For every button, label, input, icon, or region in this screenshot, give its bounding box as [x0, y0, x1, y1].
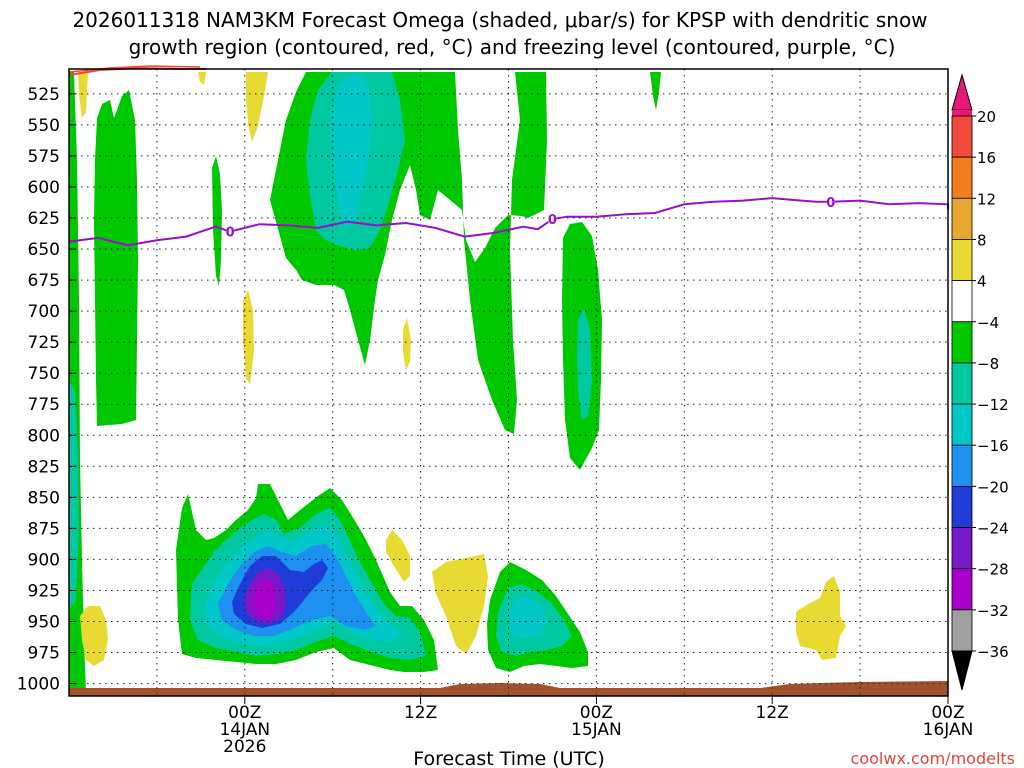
colorbar-label: 4	[977, 273, 987, 291]
omega-region-downward-weak	[650, 72, 661, 110]
colorbar-bin	[951, 609, 973, 652]
y-axis: 525 550 575 600 625 650 675 700 725 750 775 800 825 8…	[17, 85, 76, 695]
x-tick-label: 00Z	[931, 703, 964, 723]
colorbar-bin-top	[951, 73, 973, 111]
y-tick-label: 1000	[17, 675, 60, 695]
colorbar-label: −8	[977, 355, 999, 373]
colorbar-bin-bottom	[951, 650, 973, 691]
omega-region-upward-weak	[78, 72, 88, 118]
colorbar-label: −24	[977, 520, 1009, 538]
y-tick-label: 775	[28, 395, 60, 415]
y-tick-label: 575	[28, 147, 60, 167]
colorbar-label: −12	[977, 396, 1009, 414]
y-tick-label: 675	[28, 271, 60, 291]
colorbar: 20 16 12 8 4 −4 −8 −12 −16 −20 −24 −28 −32 −36	[951, 73, 1009, 691]
x-tick-label: 12Z	[756, 703, 789, 723]
y-tick-label: 975	[28, 644, 60, 664]
x-tick-label: 14JAN	[219, 720, 270, 740]
x-tick-label: 00Z	[580, 703, 613, 723]
omega-region-upward-weak	[403, 318, 411, 370]
y-tick-label: 550	[28, 116, 60, 136]
freezing-level-labels: 0 0 0	[226, 193, 835, 241]
colorbar-bin	[951, 362, 973, 405]
colorbar-bin	[951, 239, 973, 282]
y-tick-label: 700	[28, 302, 60, 322]
colorbar-label: 16	[977, 149, 996, 167]
colorbar-label: 12	[977, 190, 996, 208]
colorbar-bin	[951, 485, 973, 528]
dgz-contour	[68, 65, 201, 73]
chart-title-line1: 2026011318 NAM3KM Forecast Omega (shaded…	[72, 8, 927, 32]
x-tick-label: 12Z	[404, 703, 437, 723]
y-tick-label: 750	[28, 364, 60, 384]
omega-region-downward-weak	[94, 90, 138, 426]
y-tick-label: 800	[28, 426, 60, 446]
y-tick-label: 725	[28, 333, 60, 353]
x-tick-label: 16JAN	[923, 720, 974, 740]
colorbar-bin	[951, 403, 973, 446]
y-tick-label: 650	[28, 240, 60, 260]
y-tick-label: 525	[28, 85, 60, 105]
colorbar-label: −28	[977, 561, 1009, 579]
colorbar-bin	[951, 568, 973, 611]
y-tick-label: 900	[28, 550, 60, 570]
omega-region-downward-peak	[252, 578, 276, 618]
colorbar-bin	[951, 197, 973, 240]
y-tick-label: 950	[28, 613, 60, 633]
colorbar-label: −32	[977, 602, 1009, 620]
omega-region-downward-weak	[212, 156, 222, 286]
plot-area: 0 0 0	[68, 65, 949, 697]
credit-text: coolwx.com/modelts	[851, 749, 1015, 768]
y-tick-label: 875	[28, 519, 60, 539]
omega-region-downward-moderate	[577, 308, 592, 420]
omega-region-upward-weak	[796, 576, 846, 660]
colorbar-bin	[951, 321, 973, 364]
omega-region-upward-weak	[246, 72, 268, 142]
colorbar-label: 8	[977, 231, 987, 249]
omega-region-upward-weak	[386, 530, 410, 582]
colorbar-label: 20	[977, 108, 996, 126]
colorbar-label: −36	[977, 643, 1009, 661]
omega-region-upward-weak	[243, 290, 254, 385]
x-axis-title: Forecast Time (UTC)	[413, 748, 604, 768]
y-tick-label: 625	[28, 209, 60, 229]
y-tick-label: 825	[28, 457, 60, 477]
colorbar-bin	[951, 280, 973, 323]
colorbar-label: −4	[977, 314, 999, 332]
omega-region-upward-weak	[198, 72, 206, 85]
y-tick-label: 600	[28, 178, 60, 198]
omega-region-downward-strong	[508, 598, 548, 638]
colorbar-bin	[951, 527, 973, 570]
x-tick-label: 2026	[223, 737, 266, 757]
freezing-level-label: 0	[226, 226, 235, 241]
colorbar-label: −20	[977, 478, 1009, 496]
omega-region-upward-weak	[80, 606, 108, 666]
colorbar-bin	[952, 110, 972, 116]
freezing-label-bg	[226, 223, 235, 238]
omega-region-downward-moderate	[69, 380, 79, 610]
y-tick-label: 850	[28, 488, 60, 508]
colorbar-bin	[951, 115, 973, 158]
chart-title-line2: growth region (contoured, red, °C) and f…	[129, 35, 896, 59]
freezing-level-label: 0	[826, 196, 835, 211]
y-tick-label: 925	[28, 581, 60, 601]
omega-region-downward-strong	[332, 74, 372, 228]
colorbar-bin	[951, 156, 973, 199]
freezing-label-bg	[826, 193, 835, 208]
colorbar-bin	[951, 444, 973, 487]
freezing-level-label: 0	[548, 213, 557, 228]
grid-lines	[69, 69, 948, 696]
freezing-label-bg	[548, 211, 557, 226]
colorbar-label: −16	[977, 437, 1009, 455]
x-tick-label: 15JAN	[571, 720, 622, 740]
omega-region-upward-weak	[432, 554, 488, 654]
x-tick-label: 00Z	[228, 703, 261, 723]
plot-frame	[68, 68, 949, 697]
